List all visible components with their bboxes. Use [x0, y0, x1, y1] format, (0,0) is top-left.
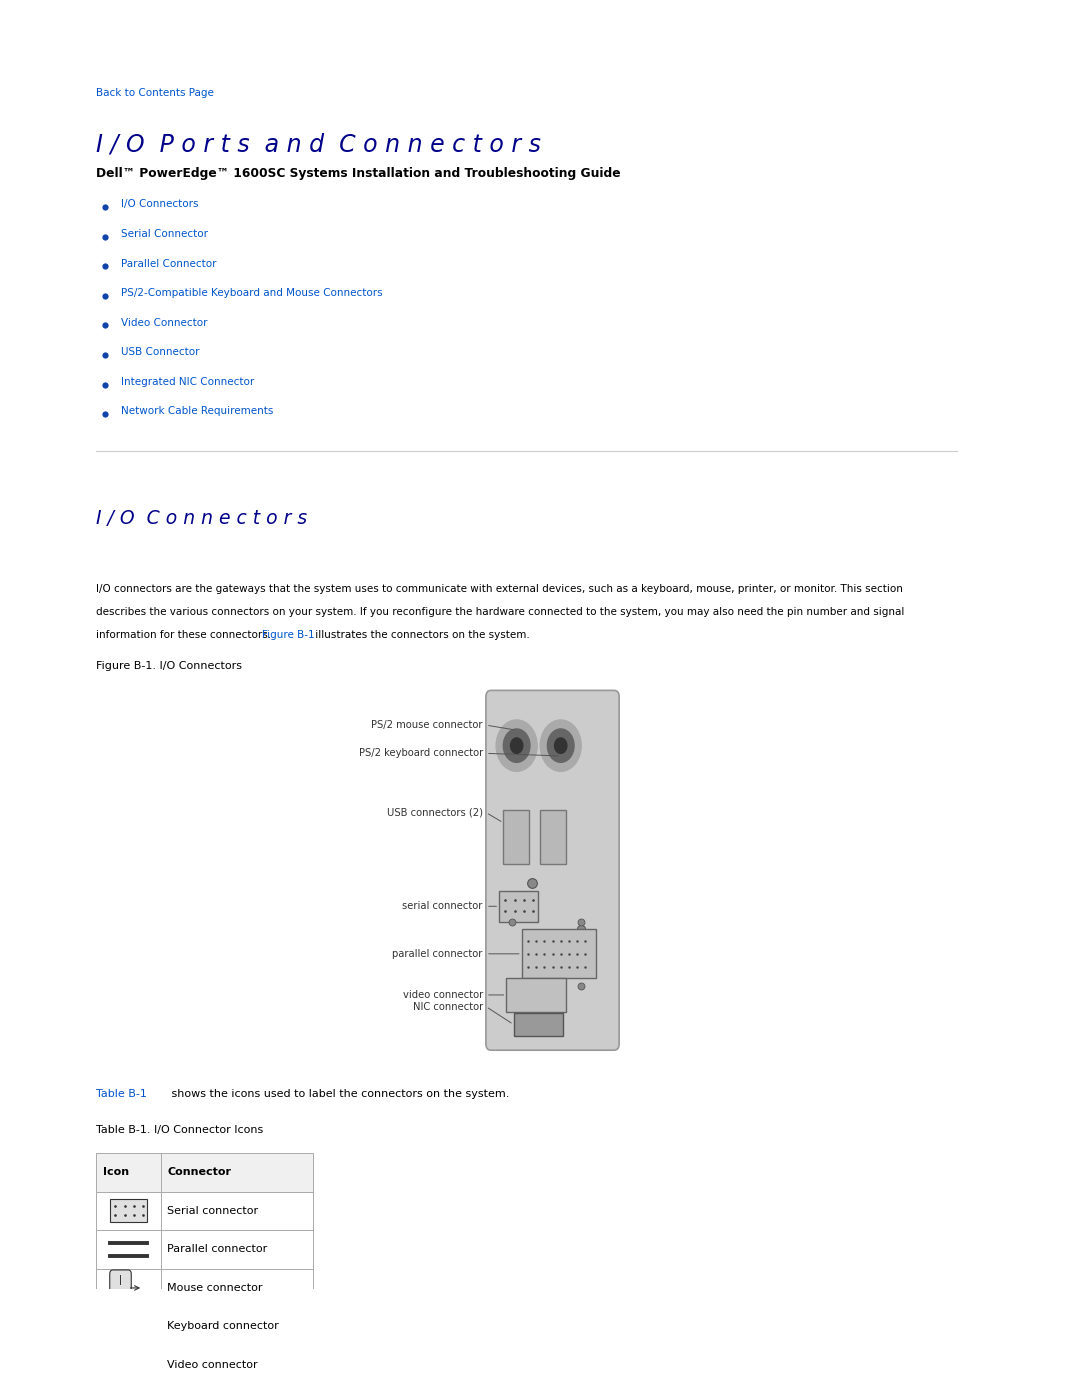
FancyBboxPatch shape	[112, 1344, 145, 1375]
Text: video connector: video connector	[403, 990, 483, 1000]
FancyBboxPatch shape	[96, 1192, 313, 1231]
Text: Figure B-1. I/O Connectors: Figure B-1. I/O Connectors	[96, 661, 242, 671]
Text: parallel connector: parallel connector	[392, 949, 483, 958]
FancyBboxPatch shape	[96, 1268, 313, 1308]
Text: Video connector: Video connector	[167, 1361, 258, 1370]
Text: Serial Connector: Serial Connector	[121, 229, 208, 239]
Text: Network Cable Requirements: Network Cable Requirements	[121, 407, 273, 416]
Text: illustrates the connectors on the system.: illustrates the connectors on the system…	[312, 630, 529, 640]
Text: Mouse connector: Mouse connector	[167, 1282, 262, 1294]
Text: Icon: Icon	[103, 1168, 129, 1178]
Text: Dell™ PowerEdge™ 1600SC Systems Installation and Troubleshooting Guide: Dell™ PowerEdge™ 1600SC Systems Installa…	[96, 168, 621, 180]
Text: Back to Contents Page: Back to Contents Page	[96, 88, 214, 98]
Text: Table B-1: Table B-1	[96, 1088, 147, 1099]
Text: Parallel Connector: Parallel Connector	[121, 258, 216, 268]
Circle shape	[496, 719, 537, 771]
FancyBboxPatch shape	[499, 891, 538, 922]
Text: NIC connector: NIC connector	[413, 1002, 483, 1011]
Text: Integrated NIC Connector: Integrated NIC Connector	[121, 377, 254, 387]
FancyBboxPatch shape	[96, 1384, 313, 1397]
FancyBboxPatch shape	[522, 929, 595, 978]
Text: I / O  P o r t s  a n d  C o n n e c t o r s: I / O P o r t s a n d C o n n e c t o r …	[96, 133, 541, 156]
Text: Connector: Connector	[167, 1168, 231, 1178]
FancyBboxPatch shape	[507, 978, 566, 1011]
Text: USB Connector: USB Connector	[121, 348, 200, 358]
Text: Parallel connector: Parallel connector	[167, 1245, 268, 1255]
FancyBboxPatch shape	[107, 1313, 150, 1340]
Text: Figure B-1: Figure B-1	[262, 630, 315, 640]
Text: I / O  C o n n e c t o r s: I / O C o n n e c t o r s	[96, 509, 308, 528]
FancyBboxPatch shape	[96, 1345, 313, 1384]
FancyBboxPatch shape	[514, 1013, 563, 1037]
FancyBboxPatch shape	[96, 1153, 313, 1192]
Text: PS/2-Compatible Keyboard and Mouse Connectors: PS/2-Compatible Keyboard and Mouse Conne…	[121, 288, 382, 298]
Text: PS/2 mouse connector: PS/2 mouse connector	[372, 719, 483, 731]
FancyBboxPatch shape	[540, 810, 566, 863]
Text: USB connectors (2): USB connectors (2)	[387, 807, 483, 817]
FancyBboxPatch shape	[96, 1308, 313, 1345]
FancyBboxPatch shape	[110, 1270, 132, 1306]
FancyBboxPatch shape	[96, 1231, 313, 1268]
FancyBboxPatch shape	[486, 690, 619, 1051]
Circle shape	[503, 729, 530, 763]
Text: I/O connectors are the gateways that the system uses to communicate with externa: I/O connectors are the gateways that the…	[96, 584, 903, 594]
Text: Table B-1. I/O Connector Icons: Table B-1. I/O Connector Icons	[96, 1125, 264, 1134]
Text: serial connector: serial connector	[403, 901, 483, 911]
Circle shape	[554, 738, 567, 753]
Text: describes the various connectors on your system. If you reconfigure the hardware: describes the various connectors on your…	[96, 606, 905, 617]
Circle shape	[540, 719, 581, 771]
Text: Keyboard connector: Keyboard connector	[167, 1322, 279, 1331]
Text: PS/2 keyboard connector: PS/2 keyboard connector	[359, 749, 483, 759]
FancyBboxPatch shape	[110, 1199, 147, 1222]
Text: Serial connector: Serial connector	[167, 1206, 258, 1215]
Circle shape	[548, 729, 575, 763]
Text: information for these connectors.: information for these connectors.	[96, 630, 274, 640]
FancyBboxPatch shape	[503, 810, 529, 863]
Text: shows the icons used to label the connectors on the system.: shows the icons used to label the connec…	[168, 1088, 510, 1099]
Text: I/O Connectors: I/O Connectors	[121, 200, 199, 210]
Text: Video Connector: Video Connector	[121, 317, 207, 328]
Circle shape	[511, 738, 523, 753]
